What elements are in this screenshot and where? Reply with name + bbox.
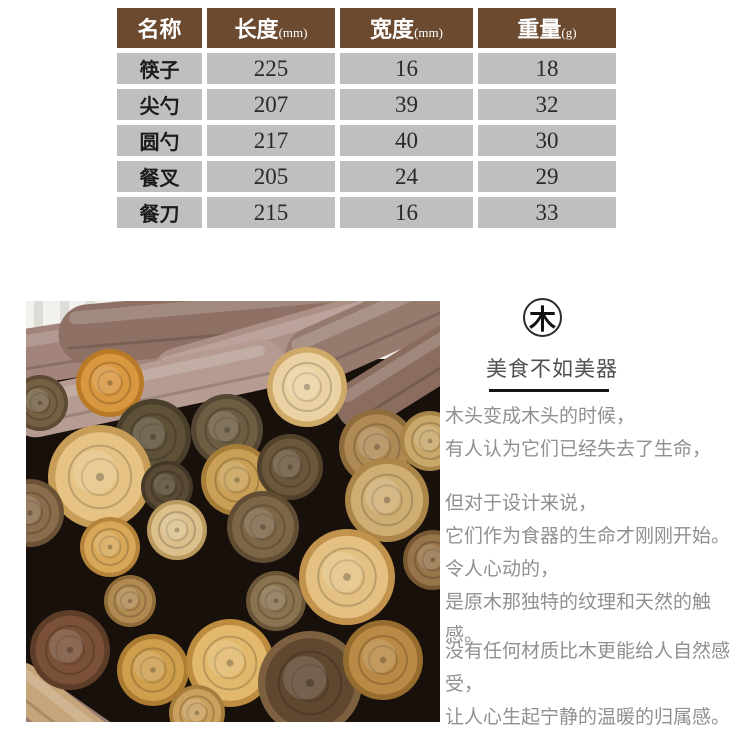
cell-width: 24 [340, 161, 473, 192]
cell-width: 16 [340, 197, 473, 228]
header-width-label: 宽度 [370, 17, 415, 42]
wood-logs-photo-frame [26, 301, 440, 722]
paragraph-line: 但对于设计来说， [445, 493, 598, 514]
cell-item-name: 圆勺 [117, 125, 202, 156]
table-row: 尖勺 207 39 32 [117, 89, 616, 120]
log-ends [26, 347, 440, 722]
paragraph-3: 令人心动的， 是原木那独特的纹理和天然的触感。 [445, 553, 745, 652]
table-row: 餐刀 215 16 33 [117, 197, 616, 228]
header-length: 长度(mm) [207, 8, 335, 48]
cell-item-name: 餐叉 [117, 161, 202, 192]
paragraph-1: 木头变成木头的时候， 有人认为它们已经失去了生命， [445, 400, 745, 466]
cell-weight: 30 [478, 125, 616, 156]
cell-item-name: 尖勺 [117, 89, 202, 120]
spec-table: 名称 长度(mm) 宽度(mm) 重量(g) 筷子 225 16 18 尖勺 2… [112, 3, 621, 233]
header-length-unit: (mm) [278, 25, 308, 40]
paragraph-line: 它们作为食器的生命才刚刚开始。 [445, 526, 731, 547]
cell-weight: 29 [478, 161, 616, 192]
slogan-text: 美食不如美器 [486, 358, 618, 381]
wood-logs-photo [26, 301, 440, 722]
cell-weight: 18 [478, 53, 616, 84]
cell-width: 16 [340, 53, 473, 84]
paragraph-line: 是原木那独特的纹理和天然的触感。 [445, 592, 712, 646]
cell-weight: 32 [478, 89, 616, 120]
cell-length: 205 [207, 161, 335, 192]
cell-item-name: 筷子 [117, 53, 202, 84]
header-width-unit: (mm) [414, 25, 443, 40]
paragraph-2: 但对于设计来说， 它们作为食器的生命才刚刚开始。 [445, 487, 745, 553]
header-weight: 重量(g) [478, 8, 616, 48]
cell-length: 217 [207, 125, 335, 156]
header-weight-unit: (g) [561, 25, 577, 40]
table-row: 圆勺 217 40 30 [117, 125, 616, 156]
paragraph-line: 没有任何材质比木更能给人自然感受， [445, 641, 731, 695]
header-width: 宽度(mm) [340, 8, 473, 48]
header-weight-label: 重量 [517, 17, 562, 42]
cell-length: 225 [207, 53, 335, 84]
paragraph-line: 木头变成木头的时候， [445, 406, 636, 427]
wood-emblem-circle: 木 [523, 298, 562, 337]
bark-strips [26, 301, 440, 722]
cell-width: 40 [340, 125, 473, 156]
cell-width: 39 [340, 89, 473, 120]
cell-weight: 33 [478, 197, 616, 228]
cell-length: 207 [207, 89, 335, 120]
paragraph-4: 没有任何材质比木更能给人自然感受， 让人心生起宁静的温暖的归属感。 [445, 635, 745, 733]
table-row: 餐叉 205 24 29 [117, 161, 616, 192]
cell-item-name: 餐刀 [117, 197, 202, 228]
slogan-underline [489, 389, 609, 392]
paragraph-line: 令人心动的， [445, 559, 560, 580]
wood-emblem-char: 木 [529, 305, 556, 335]
header-length-label: 长度 [234, 17, 279, 42]
header-name: 名称 [117, 8, 202, 48]
header-name-label: 名称 [137, 17, 182, 42]
table-row: 筷子 225 16 18 [117, 53, 616, 84]
paragraph-line: 让人心生起宁静的温暖的归属感。 [445, 707, 731, 728]
cell-length: 215 [207, 197, 335, 228]
paragraph-line: 有人认为它们已经失去了生命， [445, 439, 712, 460]
table-header-row: 名称 长度(mm) 宽度(mm) 重量(g) [117, 8, 616, 48]
